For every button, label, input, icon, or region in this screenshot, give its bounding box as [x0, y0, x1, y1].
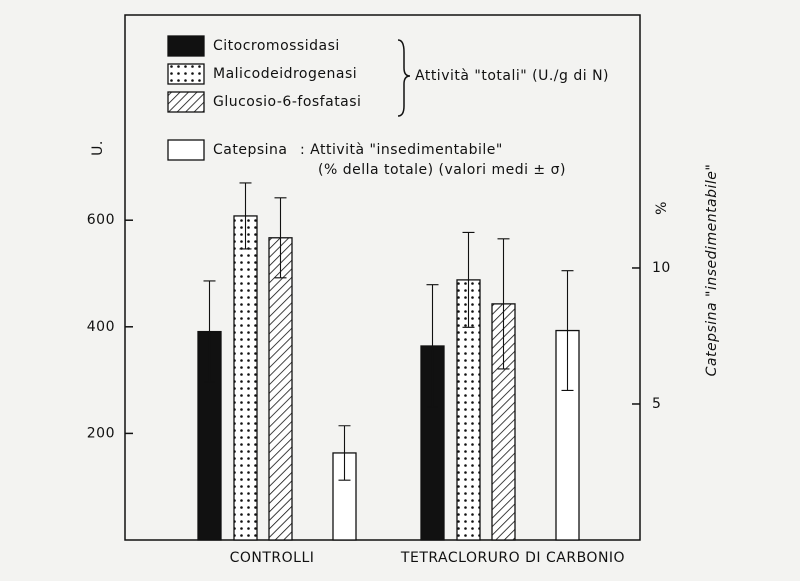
y-tick-label: 400: [87, 319, 115, 335]
legend-note: (% della totale) (valori medi ± σ): [318, 162, 566, 178]
legend-swatch: [167, 63, 205, 85]
y2-axis-title: Catepsina "insedimentabile": [704, 164, 720, 377]
x-tick-label: CONTROLLI: [230, 550, 315, 566]
bar: [233, 215, 258, 541]
y2-tick-label: 5: [652, 396, 661, 412]
y-axis-label: U.: [90, 140, 106, 156]
error-bar: [239, 182, 252, 250]
legend-label: Malicodeidrogenasi: [213, 66, 357, 82]
legend-swatch: [167, 91, 205, 113]
plot-frame: [124, 14, 641, 541]
legend-label: Citocromossidasi: [213, 38, 340, 54]
error-bar: [462, 231, 475, 328]
legend-note: : Attività "insedimentabile": [300, 142, 503, 158]
legend-label: Catepsina: [213, 142, 287, 158]
error-bar: [203, 280, 216, 383]
y-tick-label: 600: [87, 212, 115, 228]
legend-swatch: [167, 139, 205, 161]
y2-axis-label: %: [654, 201, 670, 215]
legend-brace: [397, 39, 411, 117]
error-bar: [561, 270, 574, 391]
error-bar: [338, 425, 351, 481]
error-bar: [274, 197, 287, 279]
y2-tick-label: 10: [652, 260, 671, 276]
legend-label: Glucosio-6-fosfatasi: [213, 94, 361, 110]
bar: [268, 237, 293, 541]
legend-group-note: Attività "totali" (U./g di N): [415, 68, 609, 84]
x-tick-label: TETRACLORURO DI CARBONIO: [400, 550, 625, 566]
error-bar: [497, 238, 510, 370]
y-tick-label: 200: [87, 425, 115, 441]
legend-swatch: [167, 35, 205, 57]
error-bar: [426, 284, 439, 408]
